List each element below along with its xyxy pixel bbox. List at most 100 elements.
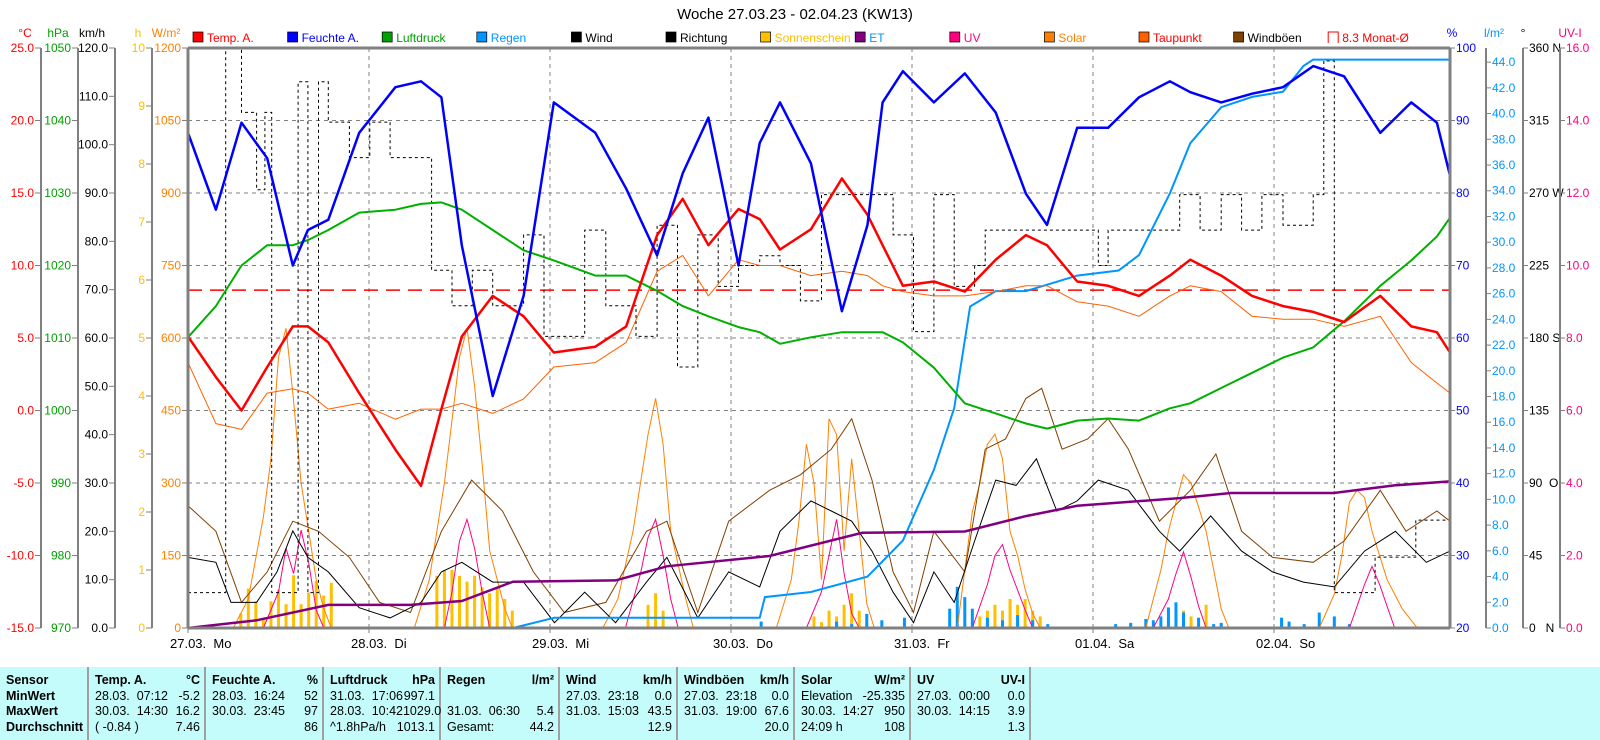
bar — [654, 593, 658, 628]
bar — [254, 601, 258, 628]
legend-label: UV — [964, 31, 981, 45]
stats-row: 30.03. 14:30 16.2 — [95, 704, 200, 720]
tick-label: 135 — [1529, 404, 1549, 418]
tick-label: 8.0 — [1566, 331, 1583, 345]
stats-row: 28.03. 10:42 1029.0 — [330, 704, 441, 720]
bar — [1159, 616, 1163, 628]
bar — [246, 588, 250, 628]
legend-item: Solar — [1044, 31, 1086, 45]
bar — [480, 587, 484, 628]
legend-item: ET — [854, 31, 885, 45]
stats-cell-label: 31.03. 06:30 — [447, 704, 520, 718]
tick-label: 20.0 — [11, 114, 35, 128]
richtung-line — [188, 47, 1451, 594]
bar — [970, 608, 974, 628]
tick-label: 0.0 — [1492, 621, 1509, 635]
stats-cell-label: 30.03. 14:27 — [801, 704, 874, 718]
bar — [450, 570, 454, 628]
stats-column-uv: UV UV-I 27.03. 00:00 0.0 30.03. 14:15 3.9 1.3 — [911, 667, 1031, 740]
rain-axis: l/m² 44.0 42.0 40.0 38.0 36.0 34.0 32.0 30.0 28.0… — [1484, 26, 1516, 635]
stats-cell-value: 44.2 — [529, 719, 554, 734]
bar — [1332, 616, 1336, 628]
x-tick-label: 30.03. Do — [713, 636, 773, 651]
tick-label: 70.0 — [85, 283, 109, 297]
stats-row — [447, 689, 554, 705]
bar — [993, 604, 997, 628]
tick-label: 10 — [132, 41, 146, 55]
tick-label: 225 — [1529, 259, 1549, 273]
tick-label: 12.0 — [1566, 186, 1590, 200]
grid — [188, 48, 1450, 628]
tick-label: 270 W — [1529, 186, 1564, 200]
bar — [902, 617, 906, 628]
legend-label: Luftdruck — [396, 31, 446, 45]
bar — [277, 589, 280, 628]
stats-row: 1.3 — [917, 720, 1025, 736]
bar — [465, 581, 469, 628]
tick-label: 14.0 — [1492, 441, 1516, 455]
bar — [1204, 604, 1208, 628]
windb-en-line — [187, 387, 1451, 615]
stats-row: 30.03. 14:27 950 — [801, 704, 905, 720]
tick-label: 450 — [161, 404, 181, 418]
tick-label: 9 — [138, 99, 145, 113]
stats-header: Luftdruck hPa — [330, 673, 435, 689]
tick-label: 4.0 — [1492, 570, 1509, 584]
tick-label: 44.0 — [1492, 55, 1516, 69]
tick-label: 16.0 — [1566, 41, 1590, 55]
bar — [812, 616, 816, 628]
hum-axis-unit: % — [1447, 26, 1458, 40]
bar — [1038, 616, 1042, 628]
legend-item: Taupunkt — [1138, 31, 1202, 45]
bar — [1197, 617, 1201, 628]
legend-item: Sonnenschein — [760, 31, 851, 45]
legend-swatch — [571, 31, 582, 43]
tick-label: 30.0 — [1492, 235, 1516, 249]
bar — [865, 613, 869, 628]
stats-cell-value: 43.5 — [647, 704, 672, 718]
stats-cell-value: 0.0 — [771, 688, 789, 703]
bar — [299, 604, 303, 628]
bar — [759, 621, 763, 628]
tick-label: -5.0 — [13, 476, 34, 490]
stats-cell-value: 12.9 — [647, 719, 672, 734]
tick-label: 360 N — [1529, 41, 1561, 55]
stats-cell-value: 97 — [304, 704, 318, 718]
x-tick-label: 31.03. Fr — [894, 636, 950, 651]
legend-item: Regen — [476, 31, 526, 45]
bar — [835, 621, 839, 628]
tick-label: -10.0 — [7, 549, 35, 563]
stats-cell-value: -25.335 — [862, 688, 905, 703]
bar — [1174, 602, 1178, 628]
bar — [1280, 617, 1284, 628]
bar — [1182, 612, 1185, 628]
tick-label: 80 — [1456, 186, 1470, 200]
stats-row: 27.03. 00:00 0.0 — [917, 689, 1025, 705]
plot-area — [186, 47, 1452, 630]
tick-label: 1010 — [44, 331, 71, 345]
stats-cell-label: 27.03. 00:00 — [917, 688, 990, 703]
stats-header: Windböen km/h — [684, 673, 789, 689]
bar — [510, 610, 514, 628]
legend-label: 8.3 Monat-Ø — [1342, 31, 1409, 45]
x-tick-label: 27.03. Mo — [170, 636, 231, 651]
tick-label: 1020 — [44, 259, 71, 273]
stats-cell-value: 997.1 — [403, 688, 435, 703]
stats-row: 12.9 — [566, 720, 672, 736]
tick-label: 40.0 — [1492, 107, 1516, 121]
bar — [314, 581, 318, 628]
legend-label: Wind — [585, 31, 612, 45]
bar — [322, 595, 326, 628]
tick-label: 980 — [51, 549, 71, 563]
stats-cell-label: 27.03. 23:18 — [684, 688, 757, 703]
stats-column-sensor: Sensor MinWert MaxWert Durchschnitt — [0, 667, 89, 740]
tick-label: 2 — [138, 505, 145, 519]
temp-axis: °C25.0 20.0 15.0 10.0 5.0 0.0 -5.0 -10.0 -15.0 — [7, 26, 42, 635]
bar — [1031, 610, 1035, 628]
bar — [269, 601, 273, 628]
stats-header: Temp. A. °C — [95, 673, 200, 689]
tick-label: 4 — [138, 389, 145, 403]
bar — [1302, 624, 1306, 628]
stats-row: 27.03. 23:18 0.0 — [566, 689, 672, 705]
stats-cell-value: 950 — [884, 704, 905, 718]
